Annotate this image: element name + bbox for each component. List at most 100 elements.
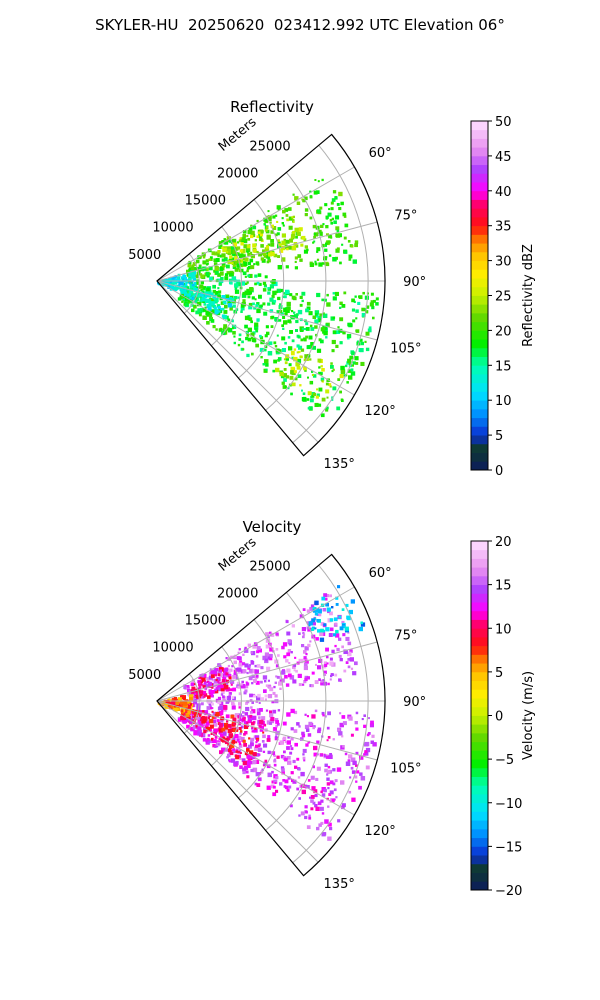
echo-cell — [286, 631, 291, 636]
echo-cell — [247, 719, 251, 724]
echo-cell — [316, 619, 320, 623]
echo-cell — [331, 649, 335, 653]
echo-cell — [223, 326, 226, 330]
echo-cell — [246, 267, 250, 270]
echo-cell — [339, 712, 342, 715]
echo-cell — [265, 632, 269, 637]
colorbar-segment — [471, 164, 488, 174]
polar-grid — [156, 144, 385, 444]
echo-cell — [309, 358, 312, 361]
echo-cell — [256, 235, 259, 238]
echo-cell — [363, 742, 369, 747]
echo-cell — [192, 698, 195, 701]
echo-cell — [221, 690, 225, 694]
echo-cell — [323, 754, 326, 758]
echo-cell — [231, 665, 234, 668]
echo-cell — [209, 724, 214, 729]
echo-cell — [188, 274, 192, 277]
echo-cell — [256, 646, 261, 650]
echo-cell — [214, 689, 219, 694]
echo-cell — [196, 716, 201, 721]
echo-cell — [243, 648, 249, 653]
echo-cell — [188, 690, 192, 693]
colorbar-tick-label: 10 — [495, 622, 512, 637]
echo-cell — [226, 679, 230, 684]
echo-cell — [287, 756, 291, 760]
echo-cell — [327, 787, 330, 790]
echo-cell — [299, 295, 303, 299]
colorbar-segment — [471, 767, 488, 777]
colorbar-segment — [471, 863, 488, 873]
echo-cell — [320, 679, 324, 684]
colorbar-segment — [471, 461, 488, 471]
echo-cell — [244, 324, 248, 329]
echo-cell — [355, 780, 358, 783]
echo-cell — [361, 718, 364, 721]
echo-cell — [296, 722, 300, 726]
radial-tick-label: 10000 — [152, 221, 193, 236]
echo-cell — [344, 223, 349, 228]
echo-cell — [314, 260, 317, 263]
echo-cell — [332, 292, 335, 295]
echo-cell — [295, 293, 298, 296]
echo-cell — [266, 764, 271, 769]
echo-cell — [300, 348, 305, 352]
echo-cell — [242, 257, 247, 261]
echo-cell — [274, 758, 276, 761]
echo-cell — [293, 710, 298, 715]
colorbar-segment — [471, 269, 488, 279]
echo-cell — [289, 293, 293, 297]
echo-cell — [218, 667, 224, 672]
echo-cell — [162, 281, 167, 286]
echo-cell — [287, 760, 292, 765]
echo-cell — [326, 726, 330, 730]
echo-cell — [220, 685, 224, 689]
echo-cell — [316, 250, 319, 253]
echo-cell — [332, 386, 337, 391]
echo-cell — [322, 714, 325, 717]
echo-cell — [203, 710, 209, 715]
echo-cell — [213, 306, 217, 310]
echo-cell — [269, 309, 274, 313]
echo-cell — [210, 737, 214, 741]
echo-cell — [247, 717, 252, 722]
echo-cell — [347, 631, 350, 634]
echo-cell — [304, 354, 309, 359]
echo-cell — [200, 288, 203, 291]
echo-cell — [227, 249, 232, 254]
echo-cell — [175, 701, 179, 705]
echo-cell — [249, 750, 254, 755]
echo-cell — [307, 627, 312, 632]
echo-cell — [335, 796, 338, 799]
echo-cell — [187, 293, 191, 297]
echo-cell — [241, 293, 247, 298]
colorbar-tick-label: 25 — [495, 290, 512, 305]
echo-cell — [316, 740, 320, 744]
echo-cell — [308, 721, 313, 726]
echo-cell — [229, 688, 233, 692]
echo-cell — [266, 720, 272, 725]
echo-cell — [244, 315, 250, 321]
echo-cell — [333, 788, 337, 792]
echo-cell — [328, 304, 331, 307]
echo-cell — [221, 750, 225, 754]
echo-cell — [260, 666, 264, 670]
echo-cell — [307, 643, 311, 648]
echo-cell — [286, 712, 291, 717]
echo-cell — [226, 251, 229, 254]
colorbar-segment — [471, 199, 488, 209]
colorbar-segment — [471, 173, 488, 183]
echo-cell — [254, 782, 258, 786]
echo-cell — [237, 667, 242, 672]
echo-cell — [347, 658, 351, 661]
echo-cell — [281, 217, 284, 220]
echo-cell — [245, 760, 250, 765]
echo-cell — [211, 686, 214, 689]
echo-cell — [311, 671, 315, 675]
echo-cell — [248, 265, 252, 270]
echo-cell — [267, 287, 270, 290]
colorbar-segment — [471, 794, 488, 804]
echo-cell — [164, 278, 167, 282]
echo-cell — [270, 230, 274, 234]
